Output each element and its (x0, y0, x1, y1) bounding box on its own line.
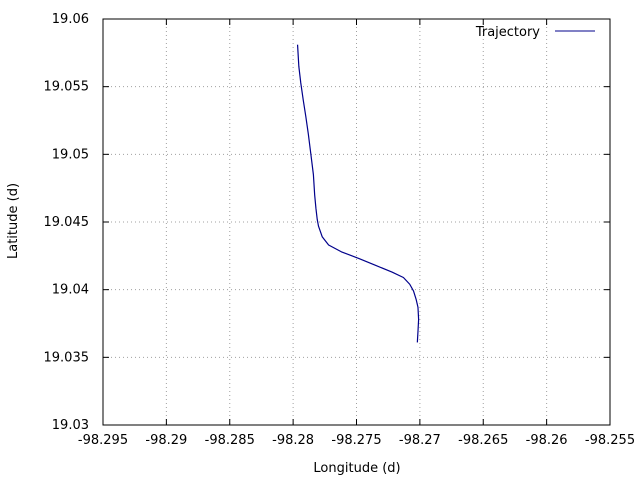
y-tick-label: 19.04 (52, 283, 89, 298)
y-tick-label: 19.045 (44, 215, 90, 230)
series-line-trajectory (296, 44, 420, 343)
x-tick-label: -98.255 (585, 433, 635, 448)
x-tick-label: -98.295 (78, 433, 128, 448)
x-tick-label: -98.28 (272, 433, 314, 448)
y-tick-label: 19.035 (44, 350, 90, 365)
x-tick-label: -98.26 (526, 433, 568, 448)
x-tick-label: -98.265 (458, 433, 508, 448)
x-tick-label: -98.275 (331, 433, 381, 448)
legend: Trajectory (475, 25, 595, 40)
axis-ticks: -98.295 -98.29 -98.285 -98.28 -98.275 -98.27 -… (44, 12, 636, 448)
y-tick-label: 19.03 (52, 418, 89, 433)
x-tick-label: -98.27 (399, 433, 441, 448)
y-tick-label: 19.06 (52, 12, 89, 27)
x-tick-label: -98.285 (205, 433, 255, 448)
x-axis-label: Longitude (d) (313, 461, 400, 476)
y-tick-label: 19.05 (52, 147, 89, 162)
series-layer (296, 44, 420, 343)
x-tick-label: -98.29 (145, 433, 187, 448)
y-tick-label: 19.055 (44, 80, 90, 95)
y-axis-label: Latitude (d) (6, 183, 21, 259)
legend-label-trajectory: Trajectory (475, 25, 540, 40)
grid-lines (103, 19, 610, 425)
